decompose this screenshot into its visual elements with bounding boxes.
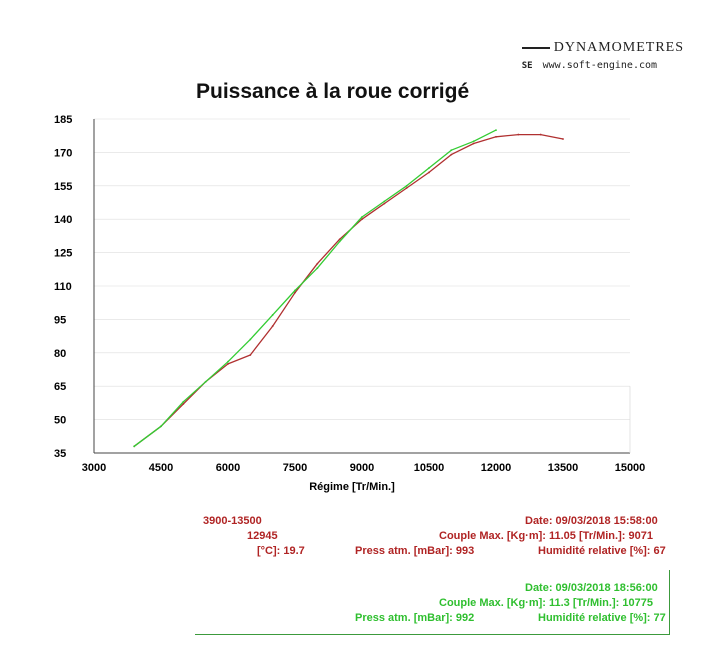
series-1-point [271, 325, 274, 327]
series-1-point [249, 354, 252, 356]
brand-name: DYNAMOMETRES [522, 40, 684, 56]
series-1-point [361, 218, 363, 221]
series-1-point [316, 262, 319, 265]
chart-ticks: 185 170 155 140 125 110 95 80 65 50 35 3000 4500 6000… [54, 114, 645, 474]
y-tick-label: 35 [54, 448, 66, 460]
x-tick-label: 7500 [283, 462, 307, 474]
series-2-point [249, 338, 252, 341]
series-1-point [383, 202, 386, 205]
series-1-point [182, 403, 185, 405]
run1-power-rpm: 12945 [247, 530, 278, 542]
brand-site: SE www.soft-engine.com [522, 60, 684, 71]
brand-block: DYNAMOMETRES SE www.soft-engine.com [522, 40, 684, 71]
series-2-point [361, 216, 363, 218]
run2-humid: Humidité relative [%]: 77 [538, 612, 666, 624]
series-1-point [517, 133, 520, 136]
series-2-point [182, 400, 185, 403]
x-axis-label: Régime [Tr/Min.] [309, 481, 395, 493]
y-tick-label: 50 [54, 415, 66, 427]
y-tick-label: 155 [54, 181, 72, 193]
y-tick-label: 80 [54, 348, 66, 360]
power-chart: 185 170 155 140 125 110 95 80 65 50 35 3000 4500 6000… [54, 114, 645, 493]
y-tick-label: 170 [54, 147, 72, 159]
run2-couple: Couple Max. [Kg·m]: 11.3 [Tr/Min.]: 1077… [439, 597, 653, 609]
series-2-point [338, 240, 341, 243]
series-1-point [294, 291, 296, 294]
y-tick-label: 110 [54, 281, 72, 293]
series-1-point [428, 171, 430, 174]
brand-tag: SE [521, 61, 533, 71]
x-tick-label: 4500 [149, 462, 173, 474]
run2-panel: Date: 09/03/2018 18:56:00 Couple Max. [K… [195, 570, 670, 635]
series-2-point [294, 289, 296, 292]
y-tick-label: 140 [54, 214, 72, 226]
series-2-point [450, 149, 453, 152]
x-tick-label: 15000 [615, 462, 646, 474]
run1-couple: Couple Max. [Kg·m]: 11.05 [Tr/Min.]: 907… [439, 530, 653, 542]
chart-title: Puissance à la roue corrigé [196, 80, 470, 103]
series-1-point [562, 138, 564, 140]
chart-axes [93, 119, 631, 454]
run1-date: Date: 09/03/2018 15:58:00 [525, 515, 658, 527]
series-1-point [405, 187, 408, 189]
chart-grid [94, 118, 630, 454]
series-1-point [495, 135, 497, 138]
chart-lines [133, 129, 564, 448]
series-2-point [227, 360, 229, 363]
series-1-point [472, 142, 475, 145]
y-tick-label: 65 [54, 381, 66, 393]
series-2-point [133, 445, 136, 448]
run1-panel: 3900-13500 12945 [°C]: 19.7 Date: 09/03/… [195, 497, 669, 571]
run1-temp: [°C]: 19.7 [257, 545, 305, 557]
series-line-1 [133, 133, 564, 447]
x-tick-label: 9000 [350, 462, 374, 474]
x-tick-label: 10500 [414, 462, 445, 474]
x-tick-label: 3000 [82, 462, 106, 474]
x-tick-label: 13500 [548, 462, 579, 474]
brand-url: www.soft-engine.com [542, 60, 658, 71]
series-2-point [204, 380, 207, 383]
y-tick-label: 125 [54, 248, 72, 260]
series-2-point [383, 200, 386, 203]
series-2-point [472, 140, 475, 143]
run2-press: Press atm. [mBar]: 992 [355, 612, 475, 624]
series-1-point [338, 238, 341, 241]
series-1-point [227, 363, 229, 365]
series-1-point [450, 153, 453, 156]
series-2-point [160, 425, 162, 428]
series-2-point [495, 129, 497, 132]
x-tick-label: 6000 [216, 462, 240, 474]
series-2-point [271, 314, 274, 316]
series-2-point [428, 167, 430, 169]
run1-press: Press atm. [mBar]: 993 [355, 545, 475, 557]
run1-rpm-range: 3900-13500 [203, 515, 262, 527]
series-2-point [405, 184, 408, 187]
series-1-point [539, 133, 542, 136]
y-tick-label: 95 [54, 314, 66, 326]
series-2-point [316, 267, 319, 270]
run2-date: Date: 09/03/2018 18:56:00 [525, 582, 658, 594]
run1-humid: Humidité relative [%]: 67 [538, 545, 666, 557]
x-tick-label: 12000 [481, 462, 512, 474]
y-tick-label: 185 [54, 114, 72, 126]
